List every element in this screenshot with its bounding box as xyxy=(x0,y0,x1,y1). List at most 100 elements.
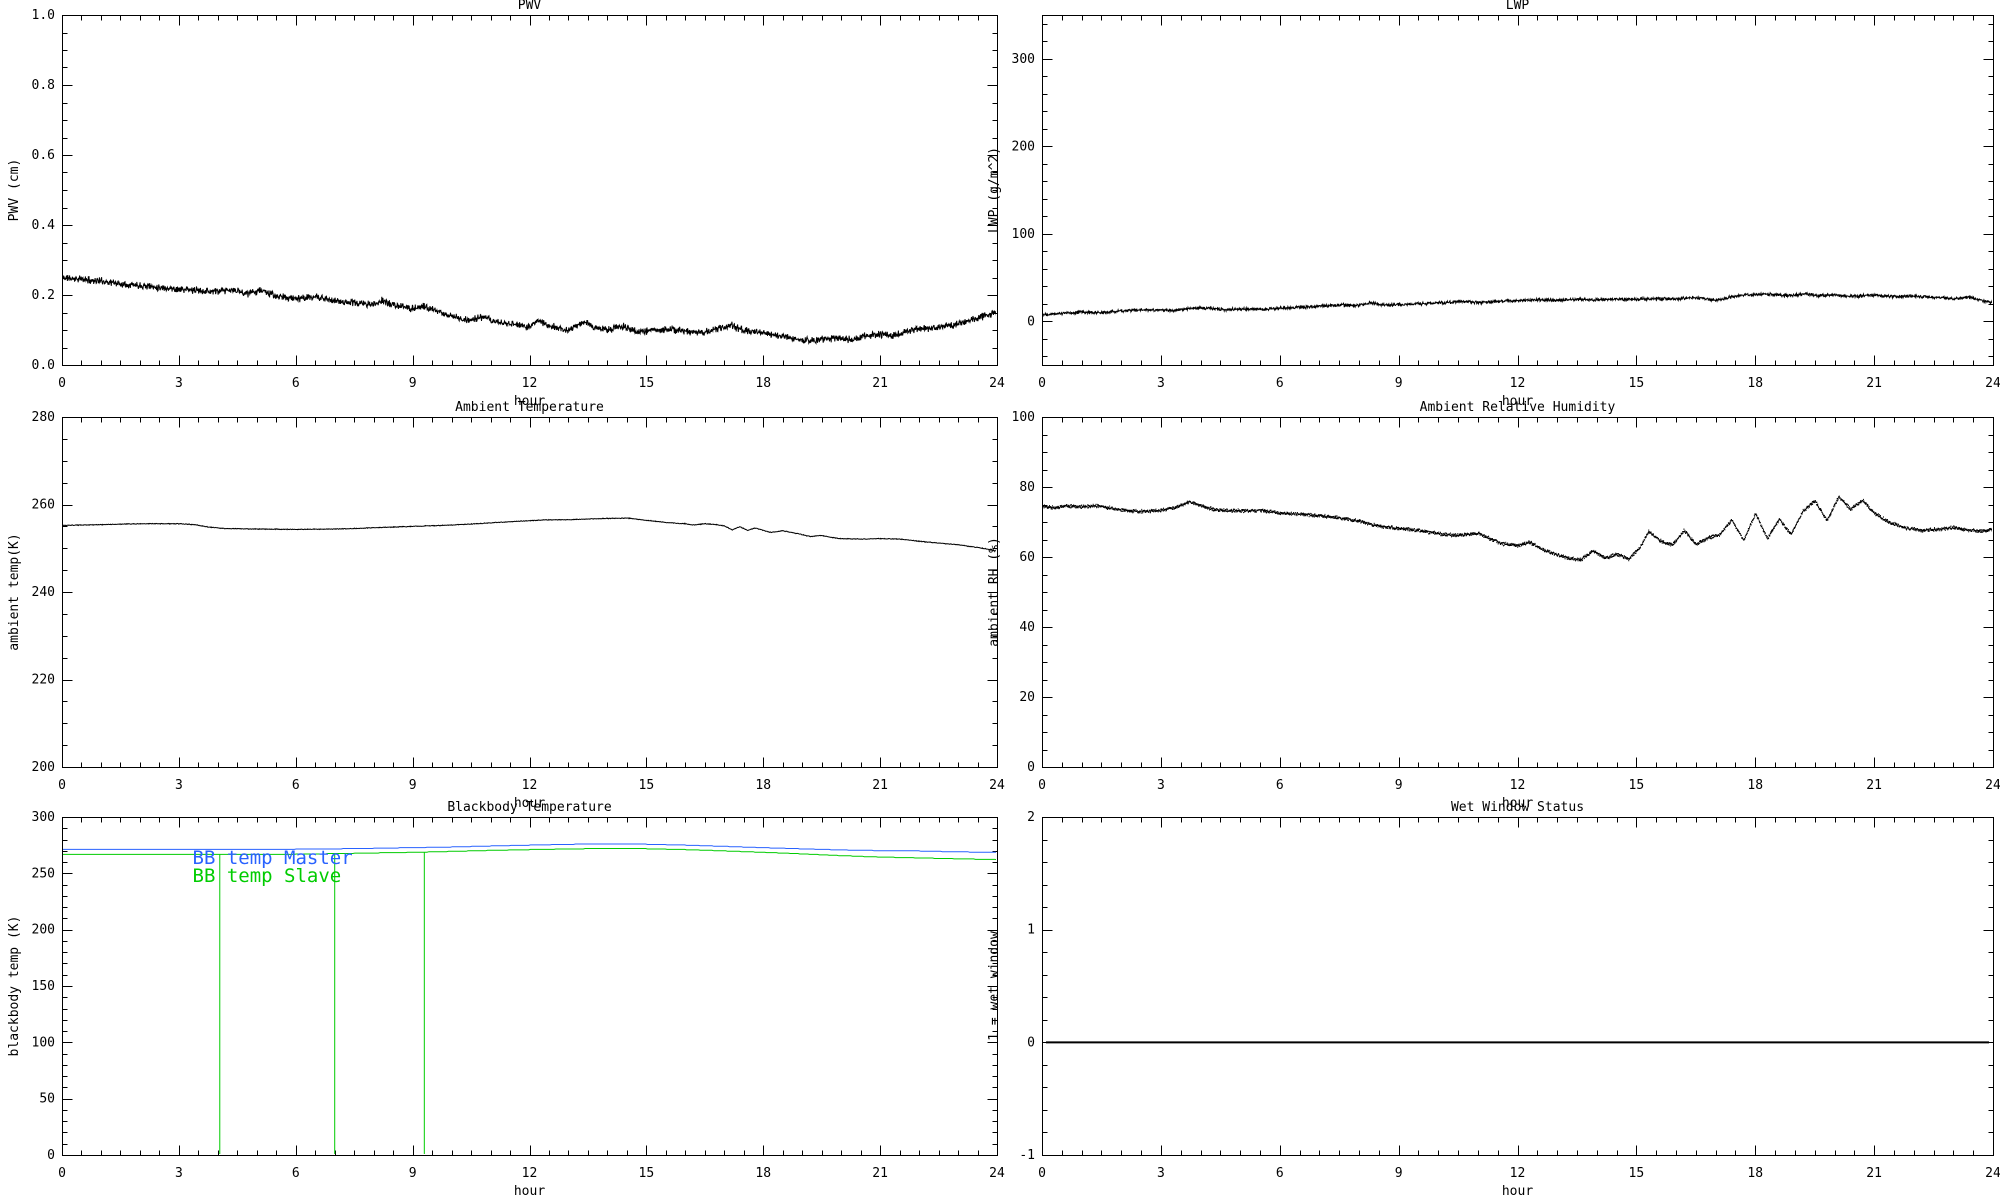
x-tick-label: 18 xyxy=(755,376,771,391)
x-tick-label: 6 xyxy=(292,1166,300,1181)
y-tick-label: 0 xyxy=(1027,314,1035,329)
y-tick-label: 1 xyxy=(1027,923,1035,938)
x-tick-label: 0 xyxy=(58,376,66,391)
plot-title: LWP xyxy=(1506,0,1530,13)
y-tick-label: 0.8 xyxy=(32,78,55,93)
y-tick-label: 60 xyxy=(1019,550,1035,565)
x-tick-label: 6 xyxy=(292,778,300,793)
axes-box xyxy=(1042,417,1994,768)
x-tick-label: 12 xyxy=(1510,376,1526,391)
x-tick-label: 15 xyxy=(639,778,655,793)
y-tick-label: 20 xyxy=(1019,690,1035,705)
x-tick-label: 12 xyxy=(522,1166,538,1181)
y-tick-label: 300 xyxy=(1012,52,1035,67)
y-tick-label: 0 xyxy=(47,1148,55,1163)
y-tick-label: 100 xyxy=(1012,227,1035,242)
plot-title: Blackbody Temperature xyxy=(447,800,612,815)
y-tick-label: -1 xyxy=(1019,1148,1035,1163)
y-tick-label: 2 xyxy=(1027,810,1035,825)
y-axis-label: ambient temp(K) xyxy=(7,533,22,650)
y-tick-label: 0 xyxy=(1027,760,1035,775)
x-tick-label: 18 xyxy=(755,778,771,793)
x-tick-label: 9 xyxy=(1395,778,1403,793)
x-tick-label: 0 xyxy=(1038,778,1046,793)
x-tick-label: 18 xyxy=(1747,778,1763,793)
x-axis-label: hour xyxy=(514,394,545,409)
x-tick-label: 24 xyxy=(989,376,1005,391)
series-bb-temp-master xyxy=(63,843,996,853)
y-tick-label: 50 xyxy=(39,1092,55,1107)
y-tick-label: 200 xyxy=(32,760,55,775)
y-tick-label: 80 xyxy=(1019,480,1035,495)
x-tick-label: 15 xyxy=(639,376,655,391)
x-tick-label: 3 xyxy=(175,376,183,391)
legend-bb-temp-master: BB temp Master xyxy=(193,847,353,869)
y-tick-label: 100 xyxy=(32,1035,55,1050)
y-tick-label: 280 xyxy=(32,410,55,425)
y-tick-label: 240 xyxy=(32,585,55,600)
x-tick-label: 9 xyxy=(409,1166,417,1181)
y-tick-label: 200 xyxy=(1012,139,1035,154)
x-tick-label: 24 xyxy=(1985,778,2000,793)
x-tick-label: 24 xyxy=(1985,1166,2000,1181)
x-tick-label: 0 xyxy=(1038,1166,1046,1181)
x-tick-label: 0 xyxy=(58,1166,66,1181)
plot-lwp: 0 3 6 9 12 15 18 21 24 0 100 200 300 LWP hour LWP (g/m^… xyxy=(987,0,2000,409)
plot-title: Ambient Relative Humidity xyxy=(1420,400,1616,415)
y-axis-label: LWP (g/m^2) xyxy=(987,147,1002,233)
x-tick-label: 24 xyxy=(989,1166,1005,1181)
x-tick-label: 21 xyxy=(1866,1166,1882,1181)
plot-series-area xyxy=(63,274,996,345)
x-tick-label: 15 xyxy=(1629,376,1645,391)
y-axis-label: 1 = wet window xyxy=(987,931,1002,1041)
plot-title: Wet Window Status xyxy=(1451,800,1584,815)
x-axis-label: hour xyxy=(514,1184,545,1199)
x-tick-label: 9 xyxy=(409,376,417,391)
x-tick-label: 12 xyxy=(1510,778,1526,793)
legend-bb-temp-slave: BB temp Slave xyxy=(193,865,342,887)
series-pwv xyxy=(63,274,996,345)
x-tick-label: 3 xyxy=(175,778,183,793)
y-tick-label: 0.0 xyxy=(32,358,55,373)
axes-box xyxy=(1042,817,1994,1156)
x-tick-label: 21 xyxy=(1866,778,1882,793)
x-tick-label: 18 xyxy=(1747,376,1763,391)
plot-series-area xyxy=(63,843,996,1154)
plot-series-area xyxy=(1043,291,1992,317)
series-ambient-temp xyxy=(63,517,996,552)
y-tick-label: 300 xyxy=(32,810,55,825)
y-tick-label: 260 xyxy=(32,498,55,513)
x-tick-label: 21 xyxy=(1866,376,1882,391)
plot-title: Ambient Temperature xyxy=(455,400,604,415)
x-tick-label: 12 xyxy=(1510,1166,1526,1181)
x-tick-label: 3 xyxy=(1157,376,1165,391)
y-tick-label: 0 xyxy=(1027,1035,1035,1050)
x-tick-label: 15 xyxy=(1629,778,1645,793)
x-tick-label: 3 xyxy=(175,1166,183,1181)
y-tick-label: 220 xyxy=(32,673,55,688)
x-tick-label: 9 xyxy=(1395,376,1403,391)
y-axis-label: ambient RH (%) xyxy=(987,537,1002,647)
y-tick-label: 200 xyxy=(32,923,55,938)
y-axis-label: PWV (cm) xyxy=(7,159,22,222)
x-tick-label: 9 xyxy=(409,778,417,793)
y-tick-label: 100 xyxy=(1012,410,1035,425)
plot-ambient-temperature: 0 3 6 9 12 15 18 21 24 200 220 240 260 280 Ambient Tem… xyxy=(7,400,1005,811)
series-bb-temp-slave xyxy=(63,848,996,861)
x-tick-label: 21 xyxy=(872,376,888,391)
x-axis-label: hour xyxy=(514,796,545,811)
x-tick-label: 21 xyxy=(872,778,888,793)
plot-blackbody-temperature: 0 3 6 9 12 15 18 21 24 0 50 100 150 200 250 300 Blackbod… xyxy=(7,800,1005,1199)
x-tick-label: 3 xyxy=(1157,778,1165,793)
plot-title: PWV xyxy=(518,0,542,13)
axes-box xyxy=(62,15,998,366)
plot-series-area xyxy=(1043,495,1992,562)
x-tick-label: 6 xyxy=(1276,376,1284,391)
y-tick-label: 40 xyxy=(1019,620,1035,635)
x-tick-label: 24 xyxy=(1985,376,2000,391)
x-tick-label: 0 xyxy=(1038,376,1046,391)
axes-box xyxy=(62,817,998,1156)
